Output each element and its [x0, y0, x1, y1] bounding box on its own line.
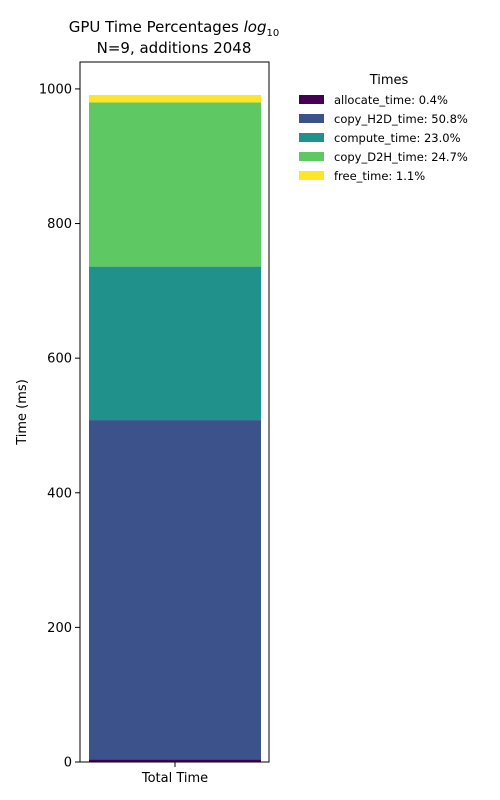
legend-label-compute_time: compute_time: 23.0%	[334, 131, 461, 145]
legend: Times allocate_time: 0.4% copy_H2D_time: …	[299, 73, 468, 183]
legend-label-allocate_time: allocate_time: 0.4%	[334, 93, 448, 107]
title-line-1: GPU Time Percentages log10	[69, 18, 279, 39]
legend-swatch-copy_H2D_time	[299, 114, 324, 123]
bar-segment-allocate_time	[89, 759, 261, 762]
title-line-2: N=9, additions 2048	[97, 39, 252, 57]
y-tick-label: 0	[64, 756, 72, 771]
y-tick-label: 800	[47, 217, 72, 232]
legend-swatch-copy_D2H_time	[299, 152, 324, 161]
legend-label-copy_H2D_time: copy_H2D_time: 50.8%	[334, 112, 468, 126]
bar-segment-compute_time	[89, 266, 261, 421]
y-axis-label: Time (ms)	[15, 379, 30, 446]
bar-segment-free_time	[89, 94, 261, 103]
bars-group	[89, 94, 261, 762]
legend-swatch-allocate_time	[299, 95, 324, 104]
y-tick-label: 600	[47, 352, 72, 367]
bar-segment-copy_D2H_time	[89, 102, 261, 267]
y-axis: 0 200 400 600 800 1000	[39, 82, 80, 771]
legend-swatch-free_time	[299, 171, 324, 180]
legend-title: Times	[369, 73, 409, 88]
chart-title: GPU Time Percentages log10 N=9, addition…	[69, 18, 279, 57]
y-tick-label: 200	[47, 621, 72, 636]
y-tick-label: 1000	[39, 82, 72, 97]
bar-segment-copy_H2D_time	[89, 420, 261, 760]
x-tick-label: Total Time	[141, 771, 208, 786]
x-axis: Total Time	[141, 762, 208, 786]
legend-label-copy_D2H_time: copy_D2H_time: 24.7%	[334, 150, 468, 164]
legend-swatch-compute_time	[299, 133, 324, 142]
y-tick-label: 400	[47, 486, 72, 501]
legend-label-free_time: free_time: 1.1%	[334, 169, 425, 183]
